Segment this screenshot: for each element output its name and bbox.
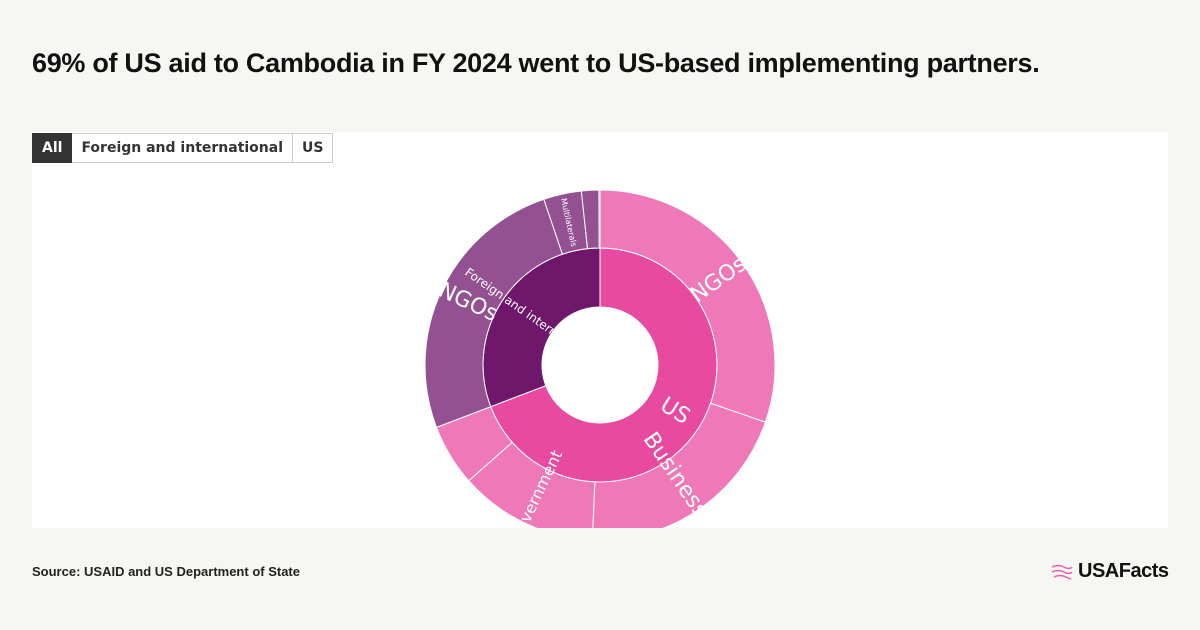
outer-slice-1[interactable]	[592, 402, 767, 528]
outer-slice-0[interactable]	[599, 189, 776, 423]
filter-tabs: All Foreign and international US	[32, 133, 334, 163]
us-map-icon	[1051, 564, 1073, 580]
outer-slice-4[interactable]	[424, 198, 564, 429]
outer-slice-7[interactable]	[598, 189, 601, 249]
usafacts-logo: USAFacts	[1050, 560, 1169, 583]
chart-panel: US Foreign and international NGOs Businesse…	[32, 132, 1168, 528]
page-title: 69% of US aid to Cambodia in FY 2024 wen…	[32, 48, 1040, 78]
tab-us[interactable]: US	[293, 133, 334, 163]
source-note: Source: USAID and US Department of State	[32, 564, 300, 579]
tab-all[interactable]: All	[32, 133, 73, 163]
tab-foreign[interactable]: Foreign and international	[72, 133, 294, 163]
logo-text: USAFacts	[1078, 560, 1169, 582]
